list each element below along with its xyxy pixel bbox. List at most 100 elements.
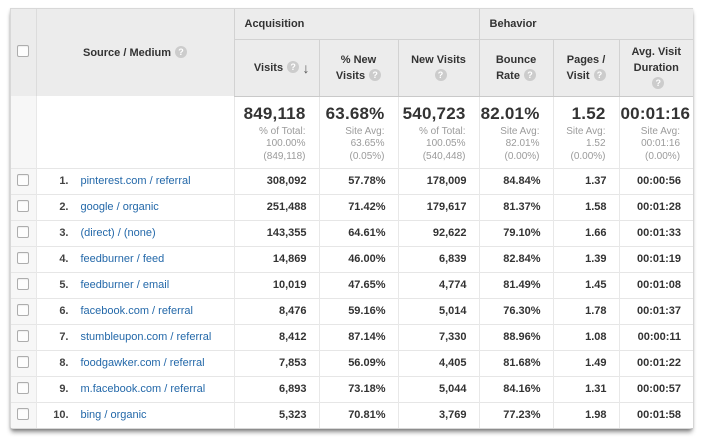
avg-duration-value: 00:00:56 [618,167,694,194]
column-header-avg-visit-duration[interactable]: Avg. Visit Duration? [618,39,694,97]
avg-duration-value: 00:01:08 [618,271,694,298]
avg-duration-value: 00:00:11 [618,323,694,350]
row-checkbox[interactable] [17,303,30,316]
help-icon[interactable]: ? [434,68,447,81]
pct-new-visits-value: 71.42% [318,193,398,220]
source-medium-link[interactable]: (direct) / (none) [80,227,156,239]
summary-source-cell [35,96,234,168]
row-checkbox[interactable] [17,407,30,420]
avg-duration-value: 00:01:19 [618,245,694,272]
column-header-pages-visit[interactable]: Pages / Visit? [552,39,620,97]
pages-visit-value: 1.39 [552,245,620,272]
row-rank: 10. [53,409,69,422]
pages-visit-value: 1.37 [552,167,620,194]
source-medium-link[interactable]: facebook.com / referral [80,305,194,317]
help-icon[interactable]: ? [175,46,188,58]
help-icon[interactable]: ? [287,60,300,73]
visits-label: Visits [253,61,284,74]
source-medium-link[interactable]: foodgawker.com / referral [80,357,205,369]
help-icon[interactable]: ? [369,68,382,81]
help-icon[interactable]: ? [523,68,536,81]
table-row: 6. facebook.com / referral 8,476 59.16% 5… [11,297,694,324]
row-checkbox[interactable] [17,329,30,342]
row-rank: 4. [59,253,69,265]
table-row: 9. m.facebook.com / referral 6,893 73.18%… [11,375,694,402]
table-row: 4. feedburner / feed 14,869 46.00% 6,839 … [11,245,694,272]
bounce-rate-value: 84.16% [478,375,554,402]
pct-new-visits-value: 47.65% [318,271,398,298]
row-checkbox-cell [11,297,36,324]
select-all-checkbox[interactable] [17,45,30,57]
pages-visit-value: 1.49 [552,349,620,376]
column-header-source-medium[interactable]: Source / Medium? [36,9,234,96]
visits-value: 6,893 [233,375,319,402]
pages-visit-value: 1.45 [552,271,620,298]
bounce-rate-label: Bounce Rate [495,53,537,82]
row-checkbox[interactable] [17,199,30,212]
summary-visits: 849,118 % of Total: 100.00% (849,118) [233,96,319,168]
new-visits-value: 7,330 [397,323,480,350]
new-visits-value: 3,769 [397,401,480,428]
new-visits-value: 6,839 [397,245,480,272]
row-rank: 2. [59,201,69,213]
source-medium-link[interactable]: feedburner / feed [80,253,165,265]
row-checkbox[interactable] [17,277,30,290]
row-checkbox[interactable] [17,355,30,368]
source-medium-link[interactable]: m.facebook.com / referral [80,383,206,395]
pages-visit-value: 1.31 [552,375,620,402]
column-header-pct-new-visits[interactable]: % New Visits? [318,39,398,97]
source-medium-link[interactable]: stumbleupon.com / referral [80,331,212,343]
summary-pct-new-visits: 63.68% Site Avg: 63.65% (0.05%) [318,96,398,168]
avg-duration-value: 00:00:57 [618,375,694,402]
bounce-rate-value: 81.68% [478,349,554,376]
acquisition-label: Acquisition [244,17,305,30]
bounce-rate-value: 79.10% [478,219,554,246]
row-checkbox[interactable] [17,225,30,238]
row-checkbox-cell [11,401,36,428]
help-icon[interactable]: ? [652,76,665,89]
visits-value: 251,488 [233,193,319,220]
row-rank: 3. [59,227,69,239]
pages-visit-value: 1.08 [552,323,620,350]
group-header-behavior: Behavior [478,9,694,40]
source-medium-table: Source / Medium? Acquisition Behavior Vi… [10,8,694,429]
visits-value: 5,323 [233,401,319,428]
visits-value: 8,412 [233,323,319,350]
row-checkbox-cell [11,271,36,298]
row-checkbox[interactable] [17,251,30,264]
column-header-visits[interactable]: Visits? ↓ [233,39,319,97]
pct-new-visits-value: 87.14% [318,323,398,350]
summary-checkbox-cell [11,96,36,168]
row-checkbox[interactable] [17,173,30,186]
summary-avg-duration: 00:01:16 Site Avg: 00:01:16 (0.00%) [618,96,694,168]
source-medium-link[interactable]: bing / organic [80,409,147,422]
pages-visit-value: 1.58 [552,193,620,220]
source-medium-link[interactable]: google / organic [80,201,159,213]
row-checkbox[interactable] [17,381,30,394]
sort-desc-icon[interactable]: ↓ [302,59,310,76]
pct-new-visits-value: 56.09% [318,349,398,376]
pct-new-visits-value: 64.61% [318,219,398,246]
table-row: 5. feedburner / email 10,019 47.65% 4,774… [11,271,694,298]
column-header-new-visits[interactable]: New Visits? [397,39,480,97]
pct-new-visits-value: 73.18% [318,375,398,402]
bounce-rate-value: 81.37% [478,193,554,220]
avg-duration-value: 00:01:58 [618,401,694,428]
new-visits-value: 178,009 [397,167,480,194]
help-icon[interactable]: ? [593,68,606,81]
row-rank: 8. [59,357,69,369]
pages-visit-value: 1.98 [552,401,620,428]
row-checkbox-cell [11,219,36,246]
source-medium-link[interactable]: feedburner / email [80,279,170,291]
pct-new-visits-label: % New Visits [335,53,377,82]
pct-new-visits-value: 70.81% [318,401,398,428]
select-all-cell [11,9,37,96]
column-header-bounce-rate[interactable]: Bounce Rate? [478,39,554,97]
pct-new-visits-value: 57.78% [318,167,398,194]
new-visits-value: 92,622 [397,219,480,246]
row-rank: 5. [59,279,69,291]
source-medium-label: Source / Medium [82,47,172,59]
source-medium-link[interactable]: pinterest.com / referral [80,175,191,187]
avg-visit-duration-label: Avg. Visit Duration [631,45,682,74]
pages-visit-value: 1.66 [552,219,620,246]
